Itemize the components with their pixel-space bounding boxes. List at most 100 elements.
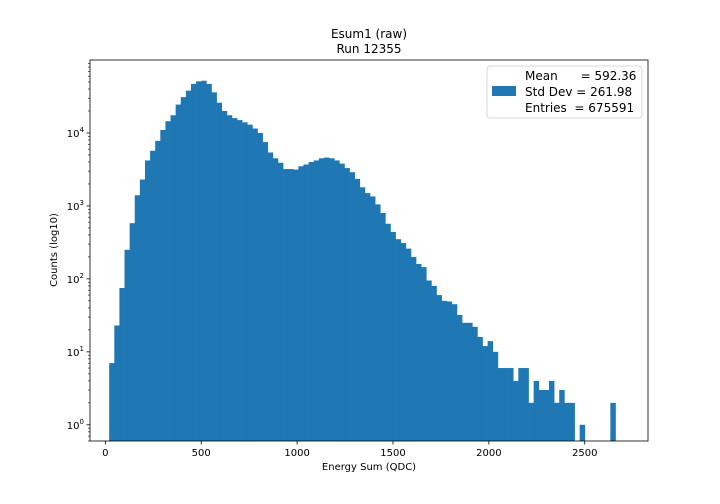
histogram-bar [405,248,412,441]
histogram-bar [569,402,575,441]
chart-title: Esum1 (raw) [331,27,407,41]
histogram-bar [436,295,442,441]
histogram-bar [267,152,274,442]
legend-row-mean: Mean = 592.36 [525,69,636,83]
histogram-bar [513,380,519,441]
histogram-bar [426,280,432,441]
histogram-bar [554,402,560,441]
histogram-bar [288,169,294,441]
histogram-bar [170,115,176,441]
histogram-bar [579,424,586,441]
y-axis-label: Counts (log10) [49,213,60,287]
y-tick-label: 103 [67,199,84,213]
histogram-bar [308,162,315,441]
histogram-bar [206,83,212,442]
x-axis-label: Energy Sum (QDC) [322,462,416,473]
histogram-bar [548,380,555,441]
histogram-bar [441,300,448,441]
histogram-bar [446,301,453,441]
histogram-bar [293,169,299,441]
histogram-bar [221,111,228,441]
histogram-bar [119,288,125,441]
histogram-bar [451,304,458,441]
histogram-bar [216,102,223,441]
histogram-bar [323,157,330,441]
y-tick-label: 100 [67,418,84,432]
histogram-bar [421,267,427,441]
histogram-bar [180,97,187,442]
histogram-bar [303,164,309,441]
histogram-bar [134,195,141,441]
histogram-bar [196,81,202,441]
histogram-bars [109,80,616,442]
histogram-bar [410,256,417,441]
histogram-bar [226,115,233,441]
legend-row-stddev: Std Dev = 261.98 [525,85,632,99]
histogram-bar [462,322,468,441]
histogram-bar [262,142,269,441]
histogram-bar [165,121,171,441]
y-axis-ticks: 100 101 102 103 104 [67,63,90,442]
x-tick-label: 1000 [284,448,309,459]
x-tick-label: 0 [102,448,108,459]
histogram-bar [313,160,320,441]
histogram-bar [231,118,238,441]
x-tick-label: 500 [192,448,211,459]
histogram-bar [518,368,524,441]
histogram-bar [359,187,366,441]
legend-row-entries: Entries = 675591 [525,101,634,115]
histogram-bar [364,193,371,441]
histogram-bar [329,158,335,441]
histogram-bar [344,168,350,441]
histogram-bar [482,346,488,441]
legend: Mean = 592.36 Std Dev = 261.98 Entries =… [486,65,643,119]
histogram-bar [416,263,422,441]
x-tick-label: 2000 [476,448,501,459]
histogram-bar [247,124,253,442]
histogram-bar [334,160,340,441]
histogram-bar [497,368,504,441]
histogram-bar [472,326,478,441]
histogram-bar [431,285,437,441]
histogram-bar [456,314,463,441]
x-tick-label: 1500 [380,448,405,459]
histogram-bar [508,368,514,441]
histogram-bar [543,390,550,441]
histogram-bar [114,325,120,441]
histogram-bar [272,158,279,441]
histogram-bar [242,122,248,442]
histogram-bar [610,402,616,441]
histogram-bar [201,80,207,441]
y-tick-label: 102 [67,272,84,286]
histogram-bar [375,204,381,441]
histogram-bar [523,368,529,441]
y-tick-label: 101 [67,345,84,359]
histogram-bar [502,368,509,441]
histogram-bar [175,104,182,441]
histogram-bar [369,196,376,441]
legend-swatch [492,86,516,96]
histogram-bar [283,169,289,441]
histogram-bar [144,160,151,441]
histogram-bar [298,166,304,442]
x-axis-ticks: 0 500 1000 1500 2000 2500 [102,441,597,459]
y-tick-label: 104 [67,126,85,140]
x-tick-label: 2500 [572,448,597,459]
histogram-bar [487,341,494,441]
histogram-bar [277,162,284,442]
histogram-bar [380,213,386,441]
histogram-bar [211,92,217,442]
histogram-bar [185,90,192,441]
plot-frame [89,59,649,442]
legend-box [486,65,643,119]
histogram-bar [191,83,197,442]
histogram-bar [564,402,570,441]
histogram-bar [385,223,391,441]
histogram-bar [124,249,130,441]
histogram-bar [533,380,540,441]
histogram-bar [477,336,483,441]
histogram-bar [257,132,263,441]
histogram-bar [390,231,396,441]
histogram-bar [528,402,534,441]
